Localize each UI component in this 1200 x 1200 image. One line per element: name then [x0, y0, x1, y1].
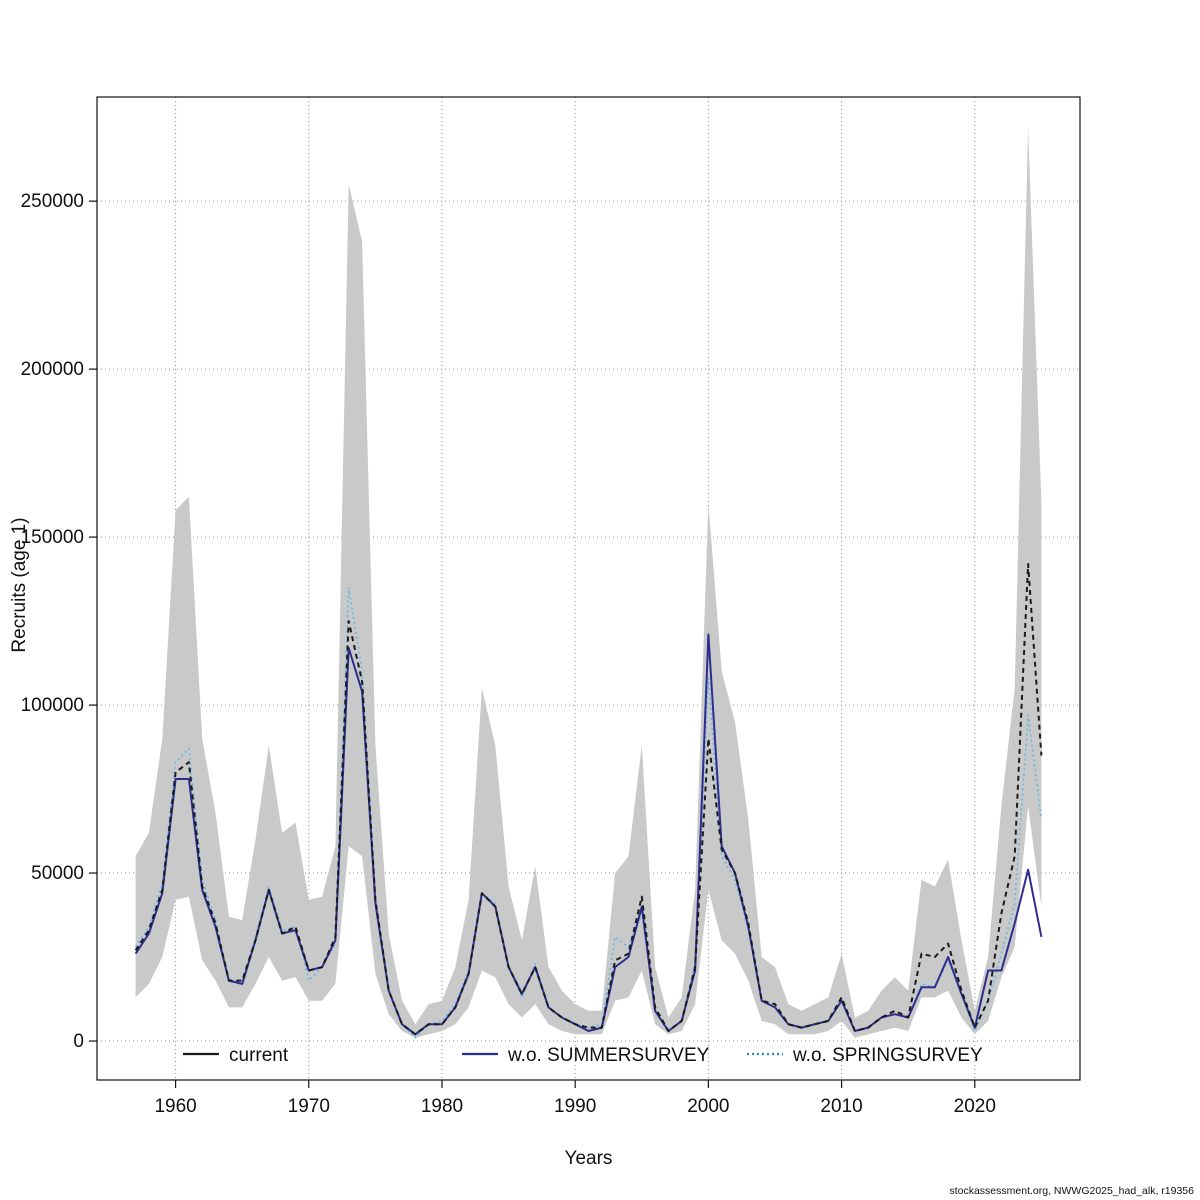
axes: 1960 1970 1980 1990 2000 2010 2020 0 50000 100000…	[21, 191, 996, 1117]
legend-label: w.o. SPRINGSURVEY	[792, 1045, 983, 1066]
y-tick-label: 250000	[21, 191, 84, 212]
x-tick-label: 1980	[421, 1096, 463, 1117]
plot-border	[96, 96, 1081, 1081]
footer-annotation: stockassessment.org, NWWG2025_had_alk, r…	[949, 1185, 1194, 1197]
x-axis-title: Years	[564, 1148, 613, 1169]
confidence-band	[135, 127, 1042, 1038]
y-tick-label: 200000	[21, 359, 84, 380]
x-tick-label: 1990	[554, 1096, 596, 1117]
y-tick-label: 0	[73, 1031, 84, 1052]
y-tick-label: 100000	[21, 695, 84, 716]
legend-label: w.o. SUMMERSURVEY	[507, 1045, 710, 1066]
x-tick-label: 2000	[687, 1096, 729, 1117]
x-tick-label: 1960	[154, 1096, 196, 1117]
x-tick-label: 2010	[820, 1096, 862, 1117]
x-tick-label: 1970	[288, 1096, 330, 1117]
series-w-o-springsurvey	[134, 586, 1043, 1039]
series-current	[134, 563, 1043, 1036]
x-tick-label: 2020	[954, 1096, 996, 1117]
y-axis-title: Recruits (age 1)	[9, 517, 30, 653]
y-tick-label: 150000	[21, 527, 84, 548]
legend-label: current	[229, 1045, 289, 1066]
y-tick-label: 50000	[31, 863, 84, 884]
series-w-o-summersurvey	[134, 633, 1043, 1036]
legend: current w.o. SUMMERSURVEY w.o. SPRINGSURVE…	[183, 1045, 983, 1066]
